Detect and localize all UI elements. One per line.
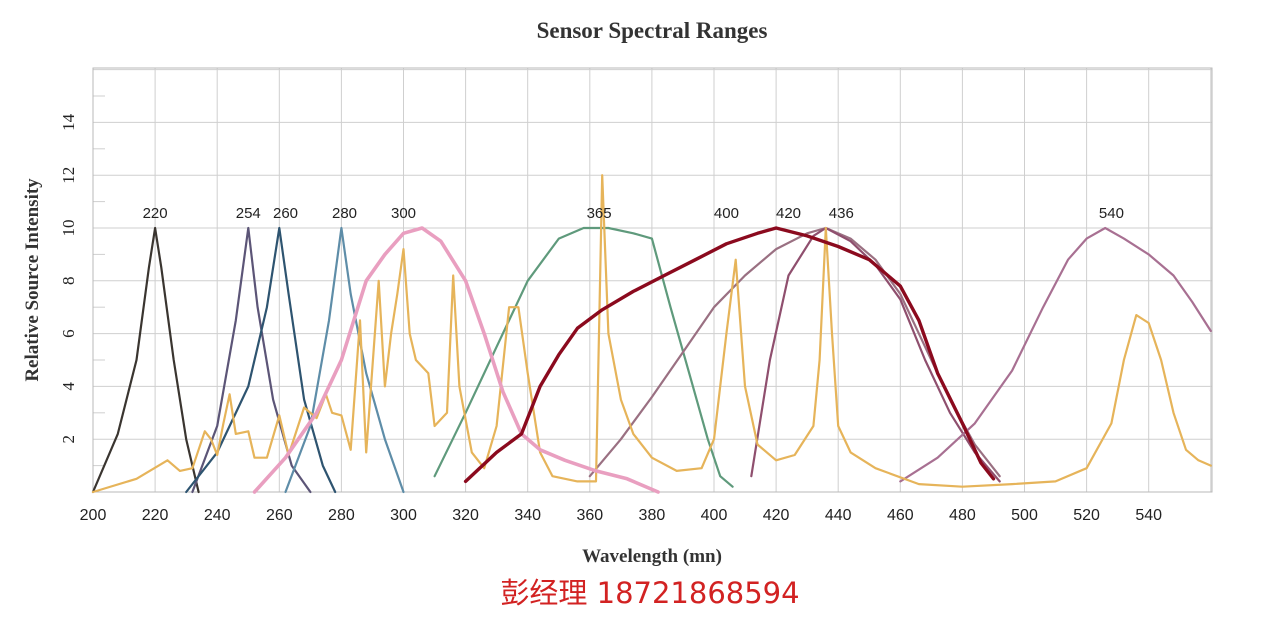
y-tick-label: 12 <box>59 167 78 184</box>
x-tick-label: 540 <box>1135 507 1162 524</box>
x-tick-label: 400 <box>701 507 728 524</box>
series-line-5 <box>433 226 734 488</box>
y-tick-label: 14 <box>59 113 78 130</box>
grid <box>92 68 1212 492</box>
x-axis-label: Wavelength (mn) <box>582 546 722 567</box>
y-tick-label: 8 <box>59 277 78 286</box>
x-tick-label: 300 <box>390 507 417 524</box>
y-tick-labels: 2 4 6 8 10 12 14 <box>59 113 78 443</box>
plot-area <box>92 67 1213 493</box>
peak-label: 436 <box>829 205 854 222</box>
x-tick-label: 360 <box>576 507 603 524</box>
y-tick-label: 10 <box>59 220 78 237</box>
series-line-2 <box>191 226 312 494</box>
x-tick-label: 420 <box>763 507 790 524</box>
peak-label: 260 <box>273 205 298 222</box>
y-axis-label: Relative Source Intensity <box>22 178 43 382</box>
series-line-10 <box>252 226 660 494</box>
x-tick-label: 280 <box>328 507 355 524</box>
y-tick-label: 4 <box>59 382 78 391</box>
peak-label: 400 <box>714 205 739 222</box>
x-tick-labels: 200 220 240 260 280 300 320 340 360 380 400 420 440 4… <box>80 507 1162 524</box>
x-tick-label: 460 <box>887 507 914 524</box>
peak-label: 365 <box>587 205 612 222</box>
x-tick-label: 220 <box>142 507 169 524</box>
x-tick-label: 500 <box>1011 507 1038 524</box>
x-tick-label: 380 <box>639 507 666 524</box>
y-tick-label: 2 <box>59 435 78 444</box>
x-tick-label: 440 <box>825 507 852 524</box>
peak-label: 540 <box>1099 205 1124 222</box>
series-line-4 <box>284 226 405 494</box>
series-line-3 <box>185 226 337 494</box>
x-tick-label: 480 <box>949 507 976 524</box>
series-line-11 <box>463 226 996 484</box>
series-line-7 <box>750 226 1001 483</box>
series-line-9 <box>91 174 1212 494</box>
series-line-8 <box>899 226 1212 483</box>
peak-label: 254 <box>236 205 261 222</box>
x-tick-label: 340 <box>514 507 541 524</box>
peak-label: 220 <box>143 205 168 222</box>
x-tick-label: 260 <box>266 507 293 524</box>
peak-labels: 220 254 260 280 300 365 400 420 436 540 <box>143 205 1124 222</box>
x-tick-label: 200 <box>80 507 107 524</box>
series-group <box>91 174 1212 494</box>
peak-label: 280 <box>332 205 357 222</box>
peak-label: 300 <box>391 205 416 222</box>
series-line-1 <box>91 226 200 494</box>
x-tick-label: 520 <box>1073 507 1100 524</box>
y-tick-label: 6 <box>59 329 78 338</box>
x-tick-label: 320 <box>452 507 479 524</box>
peak-label: 420 <box>776 205 801 222</box>
chart-title: Sensor Spectral Ranges <box>537 18 768 43</box>
contact-text: 彭经理 18721868594 <box>500 576 799 610</box>
x-tick-label: 240 <box>204 507 231 524</box>
